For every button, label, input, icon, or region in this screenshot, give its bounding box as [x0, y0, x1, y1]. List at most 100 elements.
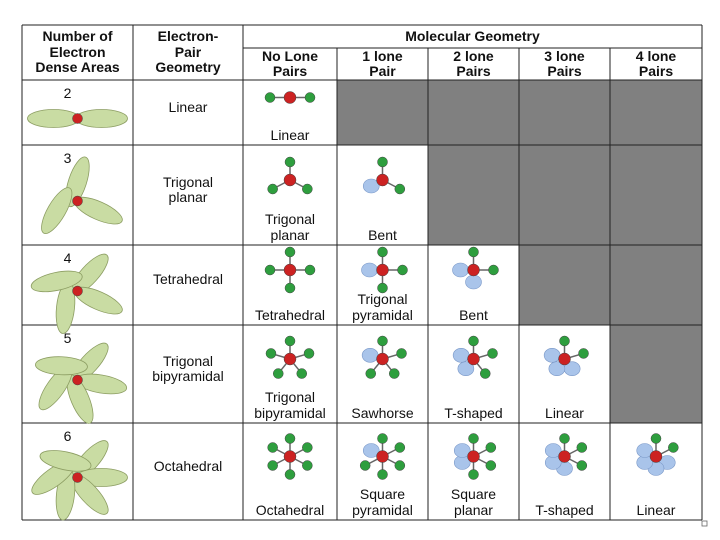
empty-cell: [428, 145, 519, 245]
central-atom: [376, 173, 389, 187]
header-cell: Molecular Geometry: [405, 27, 540, 44]
header-cell: 2 lone Pairs: [453, 47, 494, 79]
ligand-atom: [377, 246, 388, 258]
header-cell: 3 lone Pairs: [544, 47, 585, 79]
central-atom: [283, 173, 297, 187]
header-cell: 1 lone Pair: [362, 47, 403, 79]
pair-geometry: Linear: [168, 98, 208, 115]
lone-pair: [362, 178, 380, 194]
ligand-atom: [284, 156, 296, 168]
ligand-atom: [264, 264, 276, 276]
molecular-geometry: Trigonal planar: [264, 211, 316, 243]
dense-area-count: 4: [63, 250, 72, 267]
header-cell: 4 lone Pairs: [635, 47, 677, 79]
molecular-geometry: Linear: [270, 126, 310, 143]
dense-area-count: 3: [63, 150, 72, 167]
lone-pair: [544, 443, 562, 458]
molecular-geometry: Tetrahedral: [254, 306, 326, 323]
ligand-atom: [284, 246, 296, 258]
ligand-atom: [485, 442, 497, 453]
empty-cell: [610, 325, 702, 423]
ligand-atom: [264, 92, 276, 103]
ligand-atom: [284, 282, 296, 294]
orbital-lobe: [41, 187, 73, 234]
molecular-geometry: T-shaped: [535, 501, 594, 518]
ligand-atom: [302, 442, 313, 453]
ligand-atom: [468, 246, 479, 258]
empty-cell: [428, 80, 519, 145]
ligand-atom: [480, 368, 491, 379]
header-cell: No Lone Pairs: [262, 47, 318, 79]
central-atom: [467, 263, 480, 277]
ligand-atom: [265, 348, 277, 359]
ligand-atom: [284, 335, 296, 347]
pair-geometry: Octahedral: [153, 457, 223, 474]
empty-cell: [610, 80, 702, 145]
ligand-atom: [303, 348, 315, 359]
ligand-atom: [304, 264, 316, 276]
empty-cell: [337, 80, 428, 145]
ligand-atom: [272, 368, 284, 379]
ligand-atom: [377, 469, 388, 480]
nucleus: [72, 374, 83, 386]
central-atom: [649, 450, 663, 463]
central-atom: [467, 450, 480, 463]
lone-pair: [452, 262, 469, 278]
lone-pair: [361, 262, 378, 278]
ligand-atom: [487, 348, 498, 359]
ligand-atom: [394, 460, 406, 471]
ligand-atom: [576, 442, 588, 453]
molecular-geometry: Bent: [368, 226, 397, 243]
ligand-atom: [576, 460, 588, 471]
ligand-atom: [559, 335, 570, 347]
central-atom: [467, 352, 480, 366]
lone-pair: [457, 361, 475, 377]
empty-cell: [519, 80, 610, 145]
ligand-atom: [304, 92, 316, 103]
molecular-geometry: Octahedral: [255, 501, 325, 518]
ligand-atom: [359, 460, 371, 471]
molecular-geometry: T-shaped: [444, 404, 503, 421]
ligand-atom: [267, 460, 278, 471]
dense-area-count: 6: [63, 428, 72, 445]
lone-pair: [465, 274, 482, 290]
empty-cell: [519, 145, 610, 245]
ligand-atom: [396, 348, 407, 359]
nucleus: [72, 113, 83, 124]
ligand-atom: [468, 469, 479, 480]
ligand-atom: [578, 348, 589, 359]
lone-pair: [362, 443, 380, 458]
lone-pair: [548, 361, 566, 377]
nucleus: [72, 195, 83, 207]
central-atom: [376, 263, 389, 277]
ligand-atom: [267, 183, 278, 195]
ligand-atom: [394, 183, 406, 195]
orbital-lobe: [75, 109, 128, 128]
ligand-atom: [668, 442, 679, 453]
ligand-atom: [302, 183, 313, 195]
molecular-geometry: Square planar: [450, 486, 497, 518]
ligand-atom: [284, 469, 296, 480]
central-atom: [558, 352, 571, 366]
molecular-geometry: Trigonal pyramidal: [352, 291, 413, 323]
orbital-lobe: [30, 270, 83, 293]
lone-pair: [543, 347, 561, 363]
molecular-geometry: Square pyramidal: [352, 486, 413, 518]
header-cell: Number of Electron Dense Areas: [35, 28, 120, 76]
dense-area-count: 2: [63, 85, 72, 102]
ligand-atom: [365, 368, 376, 379]
header-cell: Electron- Pair Geometry: [155, 28, 221, 76]
ligand-atom: [389, 368, 400, 379]
central-atom: [283, 263, 297, 277]
central-atom: [283, 91, 297, 104]
pair-geometry: Trigonal bipyramidal: [152, 352, 224, 384]
dense-area-count: 5: [63, 330, 72, 347]
ligand-atom: [296, 368, 308, 379]
empty-cell: [610, 245, 702, 325]
molecular-geometry: Sawhorse: [351, 404, 414, 421]
ligand-atom: [485, 460, 497, 471]
molecular-geometry: Trigonal bipyramidal: [254, 389, 326, 421]
ligand-atom: [302, 460, 313, 471]
pair-geometry: Tetrahedral: [152, 271, 224, 288]
